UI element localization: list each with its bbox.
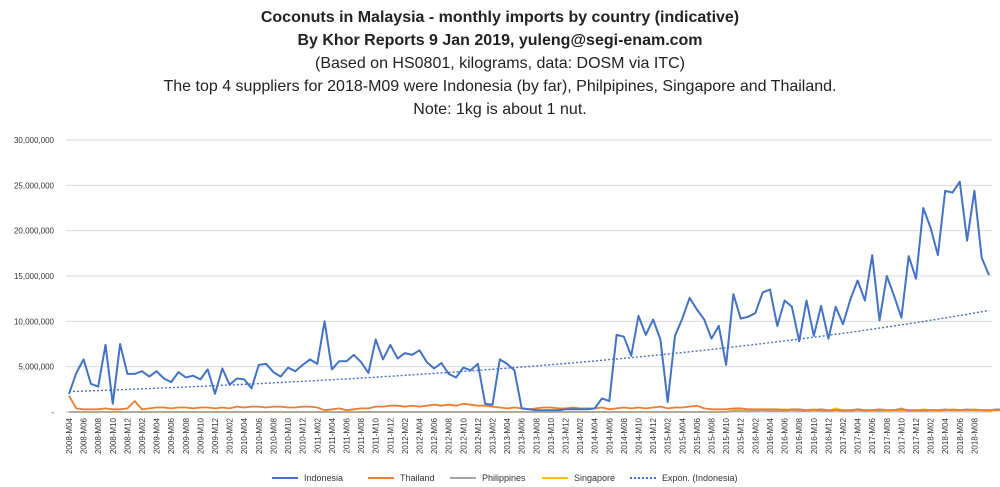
x-tick-label: 2016-M12	[824, 417, 833, 454]
legend-label: Singapore	[574, 473, 615, 483]
x-tick-label: 2013-M08	[532, 417, 541, 454]
x-axis: 2008-M04 2008-M06 2008-M08 2008-M10 2008-M12…	[65, 417, 979, 454]
chart-title: Coconuts in Malaysia - monthly imports b…	[260, 9, 740, 26]
series-lines	[68, 180, 1000, 413]
x-tick-label: 2018-M08	[970, 417, 979, 454]
x-tick-label: 2008-M12	[123, 417, 132, 454]
x-tick-label: 2014-M06	[605, 417, 614, 454]
x-tick-label: 2017-M04	[854, 417, 863, 454]
chart-byline: By Khor Reports 9 Jan 2019, yuleng@segi-…	[297, 32, 703, 49]
x-tick-label: 2008-M10	[109, 417, 118, 454]
x-tick-label: 2015-M06	[693, 417, 702, 454]
legend-label: Philippines	[482, 473, 526, 483]
x-tick-label: 2011-M10	[372, 417, 381, 453]
x-tick-label: 2016-M10	[810, 417, 819, 454]
x-tick-label: 2015-M10	[722, 417, 731, 454]
x-tick-label: 2009-M06	[167, 417, 176, 454]
x-tick-label: 2008-M04	[65, 417, 74, 454]
x-tick-label: 2011-M02	[313, 417, 322, 453]
chart-summary: The top 4 suppliers for 2018-M09 were In…	[163, 78, 837, 95]
x-tick-label: 2009-M08	[182, 417, 191, 454]
x-tick-label: 2011-M06	[342, 417, 351, 453]
x-tick-label: 2014-M04	[591, 417, 600, 454]
x-tick-label: 2012-M12	[474, 417, 483, 454]
x-tick-label: 2009-M10	[196, 417, 205, 454]
series-line-trend	[68, 309, 990, 393]
x-tick-label: 2012-M08	[445, 417, 454, 454]
x-tick-label: 2013-M12	[562, 417, 571, 454]
x-tick-label: 2014-M02	[576, 417, 585, 454]
x-tick-label: 2010-M10	[284, 417, 293, 454]
x-tick-label: 2014-M08	[620, 417, 629, 454]
x-tick-label: 2011-M04	[328, 417, 337, 453]
gridlines	[66, 139, 992, 413]
legend-label: Indonesia	[304, 473, 343, 483]
x-tick-label: 2011-M08	[357, 417, 366, 453]
y-axis: - 5,000,000 10,000,000 15,000,000 20,000,000…	[14, 136, 55, 417]
legend-label: Expon. (Indonesia)	[662, 473, 738, 483]
x-tick-label: 2010-M02	[226, 417, 235, 454]
title-block: Coconuts in Malaysia - monthly imports b…	[0, 6, 1000, 121]
y-tick-label: 15,000,000	[14, 272, 55, 281]
chart-basis-note: (Based on HS0801, kilograms, data: DOSM …	[315, 55, 685, 72]
x-tick-label: 2017-M06	[868, 417, 877, 454]
x-tick-label: 2012-M10	[459, 417, 468, 454]
x-tick-label: 2015-M02	[664, 417, 673, 454]
y-tick-label: 30,000,000	[14, 136, 55, 145]
legend: Indonesia Thailand Philippines Singapore Exp…	[272, 473, 738, 483]
x-tick-label: 2010-M12	[299, 417, 308, 454]
x-tick-label: 2016-M08	[795, 417, 804, 454]
x-tick-label: 2017-M08	[883, 417, 892, 454]
y-tick-label: 5,000,000	[18, 363, 54, 372]
y-tick-label: 20,000,000	[14, 227, 55, 236]
series-line-indonesia	[68, 180, 990, 412]
x-tick-label: 2010-M08	[269, 417, 278, 454]
x-tick-label: 2012-M04	[415, 417, 424, 454]
x-tick-label: 2017-M12	[912, 417, 921, 454]
x-tick-label: 2013-M06	[518, 417, 527, 454]
chart-unit-note: Note: 1kg is about 1 nut.	[413, 101, 587, 118]
x-tick-label: 2012-M06	[430, 417, 439, 454]
x-tick-label: 2016-M04	[766, 417, 775, 454]
x-tick-label: 2012-M02	[401, 417, 410, 454]
x-tick-label: 2015-M04	[678, 417, 687, 454]
x-tick-label: 2009-M04	[153, 417, 162, 454]
x-tick-label: 2008-M06	[80, 417, 89, 454]
x-tick-label: 2010-M04	[240, 417, 249, 454]
x-tick-label: 2013-M04	[503, 417, 512, 454]
x-tick-label: 2015-M08	[708, 417, 717, 454]
x-tick-label: 2018-M06	[956, 417, 965, 454]
x-tick-label: 2016-M02	[751, 417, 760, 454]
y-tick-label: -	[51, 408, 54, 417]
x-tick-label: 2010-M06	[255, 417, 264, 454]
x-tick-label: 2015-M12	[737, 417, 746, 454]
x-tick-label: 2018-M04	[941, 417, 950, 454]
x-tick-label: 2017-M02	[839, 417, 848, 454]
x-tick-label: 2014-M10	[635, 417, 644, 454]
x-tick-label: 2014-M12	[649, 417, 658, 454]
series-line-thailand	[68, 395, 1000, 412]
x-tick-label: 2009-M02	[138, 417, 147, 454]
legend-label: Thailand	[400, 473, 435, 483]
x-tick-label: 2013-M02	[488, 417, 497, 454]
x-tick-label: 2013-M10	[547, 417, 556, 454]
x-tick-label: 2018-M02	[927, 417, 936, 454]
x-tick-label: 2009-M12	[211, 417, 220, 454]
x-tick-label: 2016-M06	[781, 417, 790, 454]
y-tick-label: 10,000,000	[14, 317, 55, 326]
x-tick-label: 2011-M12	[386, 417, 395, 453]
x-tick-label: 2008-M08	[94, 417, 103, 454]
y-tick-label: 25,000,000	[14, 181, 55, 190]
x-tick-label: 2017-M10	[897, 417, 906, 454]
